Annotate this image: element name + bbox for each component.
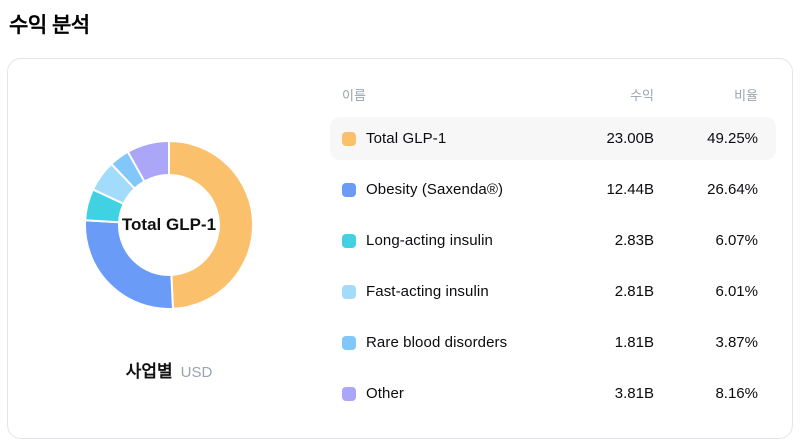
series-name: Total GLP-1 bbox=[366, 130, 447, 147]
series-color-swatch bbox=[342, 131, 356, 146]
series-table: 이름 수익 비율 Total GLP-1 23.00B 49.25% Obesity … bbox=[330, 59, 792, 438]
series-revenue: 2.83B bbox=[614, 232, 654, 249]
table-row[interactable]: Other 3.81B 8.16% bbox=[330, 372, 776, 415]
chart-caption-main: 사업별 bbox=[125, 362, 173, 381]
table-header-revenue: 수익 bbox=[630, 88, 654, 103]
table-row[interactable]: Long-acting insulin 2.83B 6.07% bbox=[330, 219, 776, 262]
series-ratio: 26.64% bbox=[707, 181, 758, 198]
donut-chart-pane: Total GLP-1 사업별 USD bbox=[8, 59, 330, 438]
table-header-name: 이름 bbox=[342, 88, 366, 103]
donut-slice-1[interactable] bbox=[168, 139, 255, 310]
table-body: Total GLP-1 23.00B 49.25% Obesity (Saxenda®… bbox=[330, 117, 776, 415]
page-title: 수익 분석 bbox=[9, 14, 90, 37]
series-color-swatch bbox=[342, 284, 356, 299]
series-name: Fast-acting insulin bbox=[366, 283, 489, 300]
table-row[interactable]: Rare blood disorders 1.81B 3.87% bbox=[330, 321, 776, 364]
series-revenue: 2.81B bbox=[614, 283, 654, 300]
series-revenue: 3.81B bbox=[614, 385, 654, 402]
series-ratio: 49.25% bbox=[707, 130, 758, 147]
table-row[interactable]: Fast-acting insulin 2.81B 6.01% bbox=[330, 270, 776, 313]
series-revenue: 23.00B bbox=[606, 130, 654, 147]
table-header-ratio: 비율 bbox=[734, 88, 758, 103]
donut-chart-svg bbox=[84, 139, 255, 310]
series-ratio: 6.07% bbox=[715, 232, 758, 249]
series-color-swatch bbox=[342, 386, 356, 401]
table-header-row: 이름 수익 비율 bbox=[330, 85, 776, 104]
table-row[interactable]: Obesity (Saxenda®) 12.44B 26.64% bbox=[330, 168, 776, 211]
series-color-swatch bbox=[342, 182, 356, 197]
series-name: Rare blood disorders bbox=[366, 334, 508, 351]
series-ratio: 8.16% bbox=[715, 385, 758, 402]
donut-slice-2[interactable] bbox=[84, 219, 175, 310]
series-ratio: 6.01% bbox=[715, 283, 758, 300]
series-revenue: 1.81B bbox=[614, 334, 654, 351]
donut-chart: Total GLP-1 bbox=[81, 137, 257, 313]
revenue-analysis-card: Total GLP-1 사업별 USD 이름 수익 비율 Total GLP-1… bbox=[7, 58, 793, 439]
series-name: Other bbox=[366, 385, 405, 402]
series-ratio: 3.87% bbox=[715, 334, 758, 351]
series-name: Obesity (Saxenda®) bbox=[366, 181, 504, 198]
series-color-swatch bbox=[342, 233, 356, 248]
series-name: Long-acting insulin bbox=[366, 232, 493, 249]
table-row[interactable]: Total GLP-1 23.00B 49.25% bbox=[330, 117, 776, 160]
donut-slice-6[interactable] bbox=[126, 139, 170, 183]
series-color-swatch bbox=[342, 335, 356, 350]
series-revenue: 12.44B bbox=[606, 181, 654, 198]
chart-caption-unit: USD bbox=[180, 364, 213, 381]
chart-caption: 사업별 USD bbox=[126, 357, 213, 382]
